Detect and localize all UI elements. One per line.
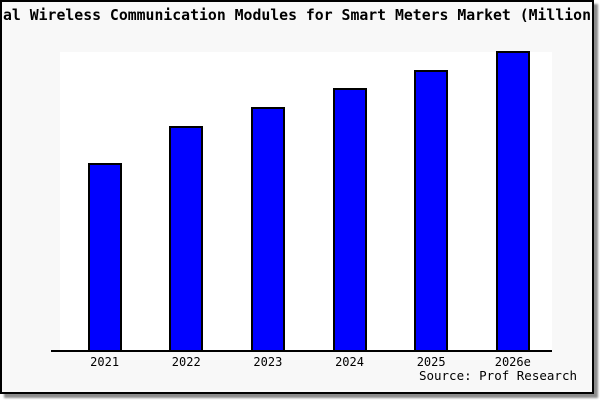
x-tick-label-2025: 2025 [416, 355, 446, 369]
bar-2021 [87, 163, 122, 351]
bar-2024 [332, 88, 367, 351]
bar-2023 [250, 107, 285, 351]
source-note: Source: Prof Research [418, 368, 577, 383]
chart-title: al Wireless Communication Modules for Sm… [3, 7, 591, 24]
x-axis-line [51, 350, 552, 352]
x-tick-label-2022: 2022 [171, 355, 201, 369]
bar-2022 [169, 126, 204, 351]
x-tick-label-2026e: 2026e [494, 355, 531, 369]
x-tick-label-2021: 2021 [90, 355, 120, 369]
bar-2026e [495, 51, 530, 351]
bar-2025 [414, 70, 449, 351]
plot-area [60, 51, 552, 351]
x-tick-label-2024: 2024 [335, 355, 364, 369]
x-tick-label-2023: 2023 [253, 355, 283, 369]
chart-frame: al Wireless Communication Modules for Sm… [0, 0, 594, 394]
